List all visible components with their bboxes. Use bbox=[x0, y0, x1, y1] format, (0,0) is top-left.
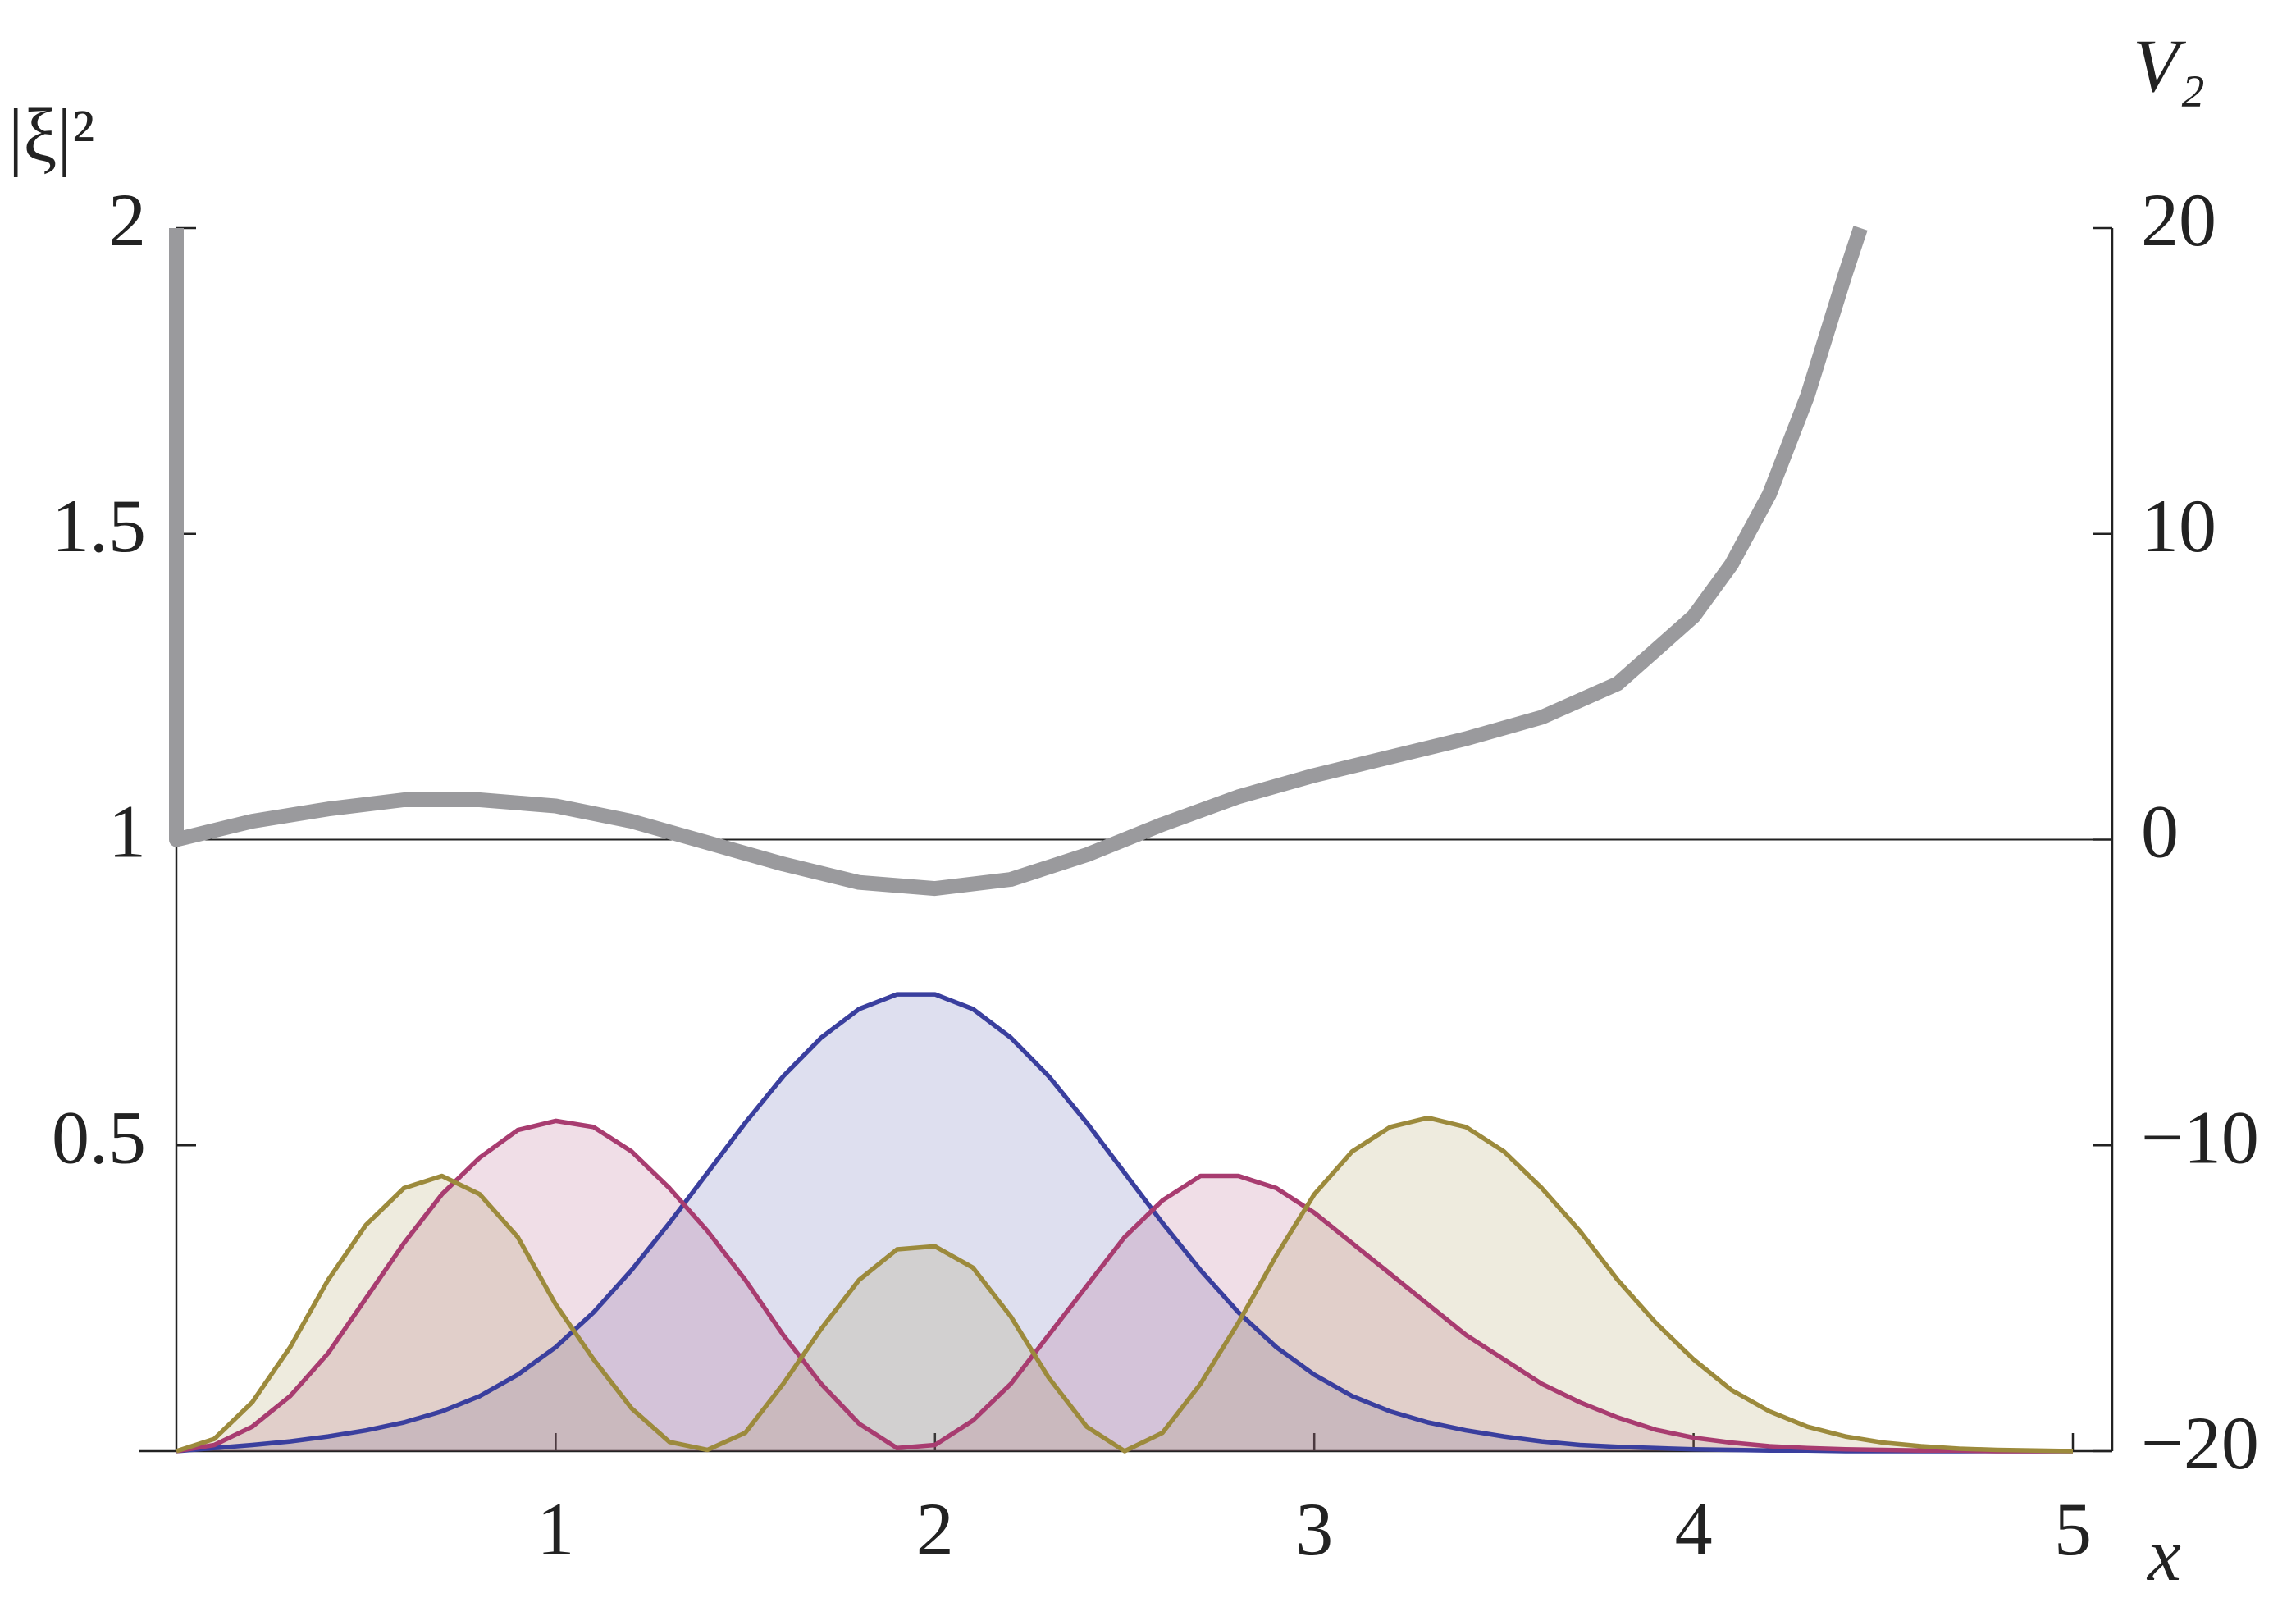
y2-tick-label: 10 bbox=[2141, 484, 2216, 568]
y-tick-label: 0.5 bbox=[52, 1095, 146, 1179]
y-tick-label: 1.5 bbox=[52, 484, 146, 568]
x-tick-label: 5 bbox=[2054, 1487, 2092, 1571]
y2-tick-label: −20 bbox=[2141, 1401, 2259, 1485]
x-axis-label: x bbox=[2146, 1513, 2181, 1596]
density-line bbox=[176, 1115, 2074, 1454]
y-axis-label: |ξ|² bbox=[8, 94, 94, 177]
y2-tick-label: −10 bbox=[2141, 1095, 2259, 1179]
x-tick-label: 2 bbox=[916, 1487, 954, 1571]
y2-tick-label: 0 bbox=[2141, 790, 2179, 874]
potential-line bbox=[169, 226, 1868, 897]
area bbox=[176, 1117, 2073, 1451]
x-tick-label: 4 bbox=[1675, 1487, 1713, 1571]
y2-tick-label: 20 bbox=[2141, 178, 2216, 262]
x-tick-label: 3 bbox=[1295, 1487, 1333, 1571]
area bbox=[176, 1121, 2073, 1451]
y-tick-label: 1 bbox=[108, 790, 146, 874]
y-tick-label: 2 bbox=[108, 178, 146, 262]
density-line bbox=[176, 992, 2073, 1454]
density-line bbox=[176, 1118, 2073, 1454]
x-tick-label: 1 bbox=[536, 1487, 574, 1571]
y2-axis-label: V₂ bbox=[2133, 24, 2205, 107]
area bbox=[176, 994, 2073, 1451]
